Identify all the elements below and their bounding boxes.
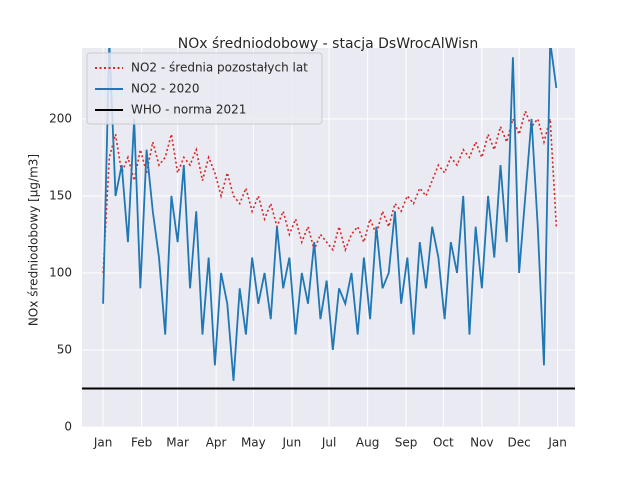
x-tick-label: Apr — [206, 436, 227, 450]
y-tick-label: 100 — [49, 265, 72, 279]
x-tick-label: Oct — [433, 436, 454, 450]
y-axis-label: NOx średniodobowy [µg/m3] — [27, 154, 41, 326]
x-tick-label: Nov — [470, 436, 493, 450]
series-line — [102, 48, 558, 381]
legend-box — [86, 52, 323, 125]
x-tick-label: Dec — [508, 436, 531, 450]
x-tick-label: Feb — [131, 436, 152, 450]
x-tick-label: Aug — [356, 436, 379, 450]
x-tick-label: Sep — [395, 436, 418, 450]
x-tick-label: Jun — [281, 436, 301, 450]
legend-label: NO2 - 2020 — [131, 82, 200, 96]
x-tick-label: Mar — [166, 436, 189, 450]
y-tick-label: 50 — [57, 342, 72, 356]
x-tick-label: Jan — [547, 436, 567, 450]
series-line — [102, 108, 558, 273]
x-tick-label: Jan — [93, 436, 113, 450]
chart-title: NOx średniodobowy - stacja DsWrocAlWisn — [178, 36, 478, 52]
y-tick-label: 200 — [49, 111, 72, 125]
x-tick-label: Jul — [321, 436, 336, 450]
y-tick-label: 150 — [49, 188, 72, 202]
legend-label: NO2 - średnia pozostałych lat — [131, 61, 308, 75]
x-tick-label: May — [241, 436, 266, 450]
legend-label: WHO - norma 2021 — [131, 103, 246, 117]
y-tick-label: 0 — [64, 420, 72, 434]
plot-lines — [102, 48, 558, 381]
